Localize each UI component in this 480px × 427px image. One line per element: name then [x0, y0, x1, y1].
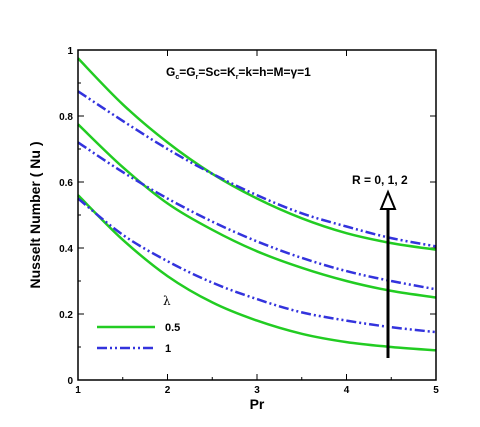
series-line-lambda-1-4 [77, 141, 437, 291]
x-axis-label: Pr [250, 396, 265, 412]
legend: λ 0.5 1 [97, 294, 180, 355]
y-tick-label: 0.4 [59, 244, 73, 255]
svg-text:Gc=Gr=Sc=Kr=k=h=M=γ=1: Gc=Gr=Sc=Kr=k=h=M=γ=1 [166, 65, 311, 81]
y-tick-label: 0.2 [59, 310, 73, 321]
y-tick-label: 0 [67, 376, 73, 387]
param-text: =k=h=M=γ=1 [238, 65, 311, 79]
series-line-lambda-0.5-0 [77, 57, 437, 251]
x-tick-label: 3 [254, 385, 260, 396]
param-sub: r [196, 74, 199, 81]
legend-label-1: 1 [165, 343, 171, 355]
arrow-head [379, 189, 397, 210]
r-arrow-label: R = 0, 1, 2 [352, 173, 408, 187]
y-axis-label: Nusselt Number ( Nu ) [27, 141, 43, 288]
y-tick-label: 0.8 [59, 112, 73, 123]
series-line-lambda-1-3 [77, 90, 437, 248]
y-tick-label: 0.6 [59, 178, 73, 189]
y-tick-label: 1 [67, 46, 73, 57]
plot-frame [77, 49, 437, 381]
x-tick-label: 5 [433, 385, 439, 396]
param-sub: r [236, 74, 239, 81]
param-text: G [166, 65, 175, 79]
param-text: =G [179, 65, 195, 79]
legend-label-0.5: 0.5 [165, 322, 180, 334]
param-sub: c [175, 74, 179, 81]
series-line-lambda-0.5-2 [77, 194, 437, 352]
param-text: =Sc=K [198, 65, 236, 79]
series-line-lambda-1-5 [77, 197, 437, 334]
x-tick-label: 2 [165, 385, 171, 396]
series-lines [77, 57, 437, 352]
r-arrow [379, 189, 397, 358]
series-line-lambda-0.5-1 [77, 123, 437, 299]
x-tick-label: 4 [344, 385, 350, 396]
legend-title: λ [163, 294, 171, 308]
x-tick-label: 1 [75, 385, 81, 396]
parameter-annotation: Gc=Gr=Sc=Kr=k=h=M=γ=1 [166, 65, 311, 81]
